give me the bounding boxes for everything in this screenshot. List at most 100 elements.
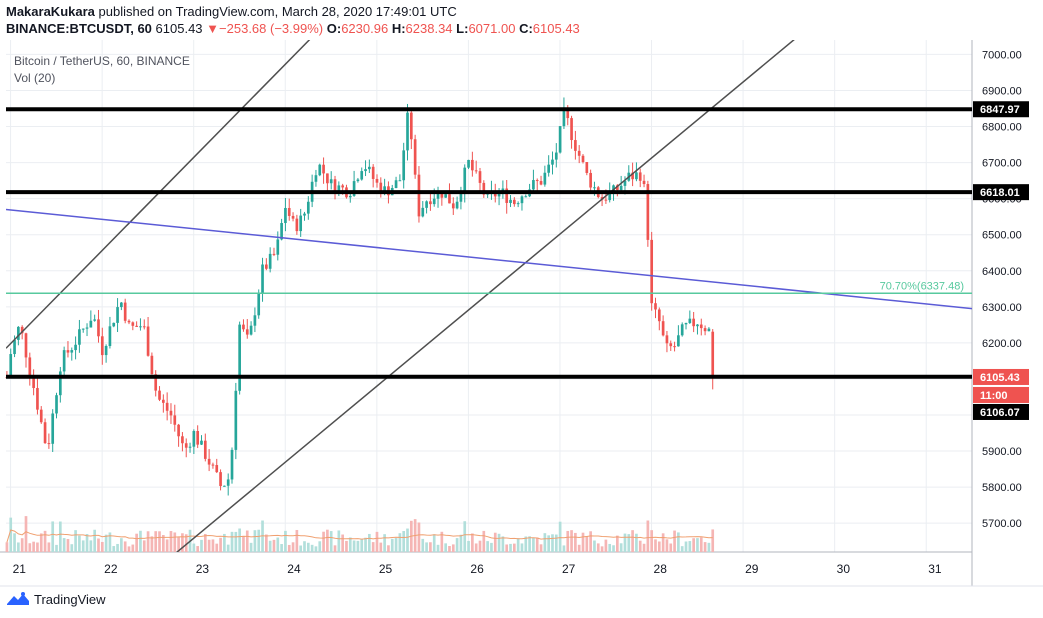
candle-body [287, 207, 291, 216]
volume-bar [123, 541, 127, 552]
candle-body [165, 402, 169, 411]
candle-body [142, 326, 146, 328]
candle-body [417, 174, 421, 217]
high-value: 6238.34 [405, 21, 453, 36]
volume-bar [429, 542, 432, 552]
candle-body [501, 188, 505, 192]
last-price: 6105.43 [155, 21, 203, 36]
volume-bar [581, 532, 585, 552]
candle-body [284, 207, 287, 224]
volume-bar [608, 543, 612, 552]
volume-bar [268, 540, 272, 552]
volume-bar [223, 533, 226, 552]
volume-bar [146, 531, 150, 552]
candle-body [616, 185, 619, 191]
volume-bar [100, 541, 104, 552]
candle-body [62, 350, 66, 372]
candle-body [146, 326, 150, 356]
volume-bar [699, 537, 703, 552]
down-arrow-icon: ▼ [206, 21, 220, 36]
volume-bar [707, 542, 711, 552]
candle-body [677, 335, 680, 347]
volume-bar [688, 541, 692, 552]
volume-bar [9, 517, 13, 552]
candle-body [116, 307, 119, 323]
candle-body [581, 155, 585, 163]
volume-bar [493, 532, 497, 552]
volume-bar [524, 536, 528, 552]
candle-body [318, 164, 322, 176]
volume-bar [253, 530, 257, 552]
footer-brand[interactable]: TradingView [34, 591, 106, 607]
volume-bar [341, 534, 344, 552]
volume-bar [203, 533, 207, 552]
volume-bar [261, 520, 264, 552]
x-tick-label: 29 [745, 562, 759, 576]
volume-bar [287, 544, 291, 552]
low-label: L: [456, 21, 469, 36]
candle-body [612, 185, 615, 192]
volume-bar [284, 530, 287, 552]
legend-title[interactable]: Bitcoin / TetherUS, 60, BINANCE [14, 54, 190, 68]
candle-body [669, 343, 673, 347]
volume-bar [577, 544, 581, 552]
volume-bar [181, 533, 184, 552]
candle-body [680, 324, 684, 336]
candle-body [112, 322, 116, 327]
y-tick-label: 6200.00 [982, 338, 1022, 350]
volume-bar [150, 536, 154, 552]
volume-bar [78, 535, 81, 552]
volume-bar [337, 530, 341, 552]
volume-bar [55, 544, 58, 552]
close-label: C: [519, 21, 533, 36]
symbol-label: BINANCE:BTCUSDT, 60 [6, 21, 152, 36]
low-value: 6071.00 [468, 21, 516, 36]
candle-body [589, 172, 592, 188]
tradingview-logo-icon [7, 592, 29, 605]
volume-bar [43, 530, 47, 552]
volume-bar [74, 530, 77, 552]
candle-body [158, 390, 161, 400]
candle-body [352, 181, 356, 196]
volume-bar [654, 539, 657, 552]
candle-body [261, 264, 264, 294]
candle-body [322, 164, 325, 174]
volume-bar [196, 546, 200, 552]
volume-bar [505, 544, 509, 552]
candle-body [188, 446, 192, 448]
volume-bar [158, 531, 161, 552]
volume-bar [215, 543, 219, 552]
volume-bar [85, 534, 89, 552]
legend-volume[interactable]: Vol (20) [14, 71, 56, 85]
ohlc-line: BINANCE:BTCUSDT, 60 6105.43 ▼−253.68 (−3… [6, 20, 580, 37]
candle-body [120, 302, 123, 308]
candle-body [100, 336, 104, 356]
candle-body [196, 431, 200, 445]
volume-bar [58, 521, 62, 552]
volume-bar [276, 537, 280, 552]
candle-body [32, 375, 35, 389]
candle-body [379, 182, 383, 194]
candle-body [684, 322, 688, 325]
candle-body [314, 175, 318, 182]
countdown-tag: 11:00 [980, 390, 1008, 402]
volume-bar [638, 540, 642, 552]
candle-body [451, 203, 455, 209]
candle-body [440, 191, 444, 198]
price-chart[interactable]: 5700.005800.005900.006000.006100.006200.… [0, 40, 1043, 588]
candle-body [333, 179, 337, 193]
candle-body [200, 440, 203, 445]
volume-bar [162, 535, 165, 552]
author-name[interactable]: MakaraKukara [6, 4, 95, 19]
volume-bar [322, 531, 325, 552]
candle-body [562, 108, 566, 127]
volume-bar [219, 537, 222, 552]
candle-body [215, 465, 219, 473]
volume-bar [635, 533, 638, 552]
candle-body [272, 253, 276, 255]
candle-body [364, 169, 367, 172]
volume-bar [661, 533, 665, 552]
fib-level-label: 70.70%(6337.48) [880, 280, 964, 292]
candle-body [467, 159, 470, 168]
candle-body [547, 164, 551, 173]
